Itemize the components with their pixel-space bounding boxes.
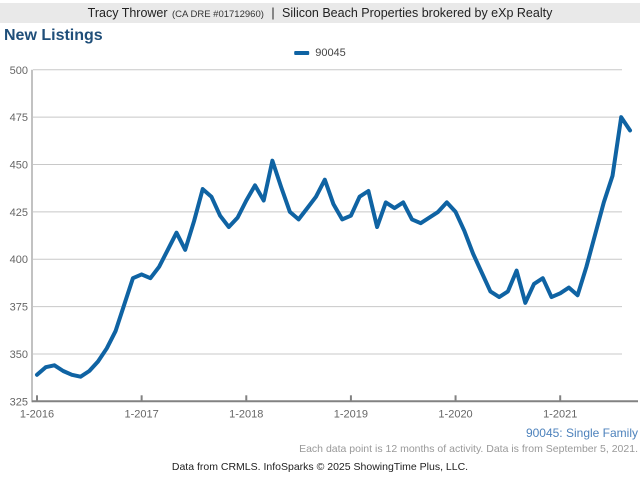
agent-name: Tracy Thrower	[87, 6, 168, 20]
legend-line-swatch	[294, 51, 310, 55]
legend-label: 90045	[315, 47, 346, 59]
series-description: 90045: Single Family	[525, 426, 638, 440]
y-tick-label: 375	[10, 302, 28, 314]
header-separator: |	[271, 6, 275, 20]
x-tick-label: 1-2020	[438, 408, 472, 420]
x-tick-label: 1-2016	[20, 408, 54, 420]
y-tick-label: 475	[10, 112, 28, 124]
y-tick-label: 500	[10, 65, 28, 77]
x-tick-label: 1-2021	[543, 408, 577, 420]
y-tick-label: 400	[10, 254, 28, 266]
x-tick-label: 1-2018	[229, 408, 263, 420]
y-tick-label: 350	[10, 349, 28, 361]
series-line	[35, 115, 632, 379]
y-tick-label: 425	[10, 207, 28, 219]
x-tick-label: 1-2019	[334, 408, 368, 420]
agent-license: (CA DRE #01712960)	[172, 9, 264, 20]
x-tick-label: 1-2017	[125, 408, 159, 420]
page-title: New Listings	[4, 27, 103, 44]
header-bar: Tracy Thrower (CA DRE #01712960) | Silic…	[0, 3, 640, 23]
chart-legend: 90045	[294, 47, 346, 59]
y-tick-label: 325	[10, 396, 28, 408]
data-note: Each data point is 12 months of activity…	[299, 443, 638, 455]
y-tick-label: 450	[10, 160, 28, 172]
brokerage-name: Silicon Beach Properties brokered by eXp…	[282, 6, 553, 20]
attribution: Data from CRMLS. InfoSparks © 2025 Showi…	[171, 461, 469, 473]
